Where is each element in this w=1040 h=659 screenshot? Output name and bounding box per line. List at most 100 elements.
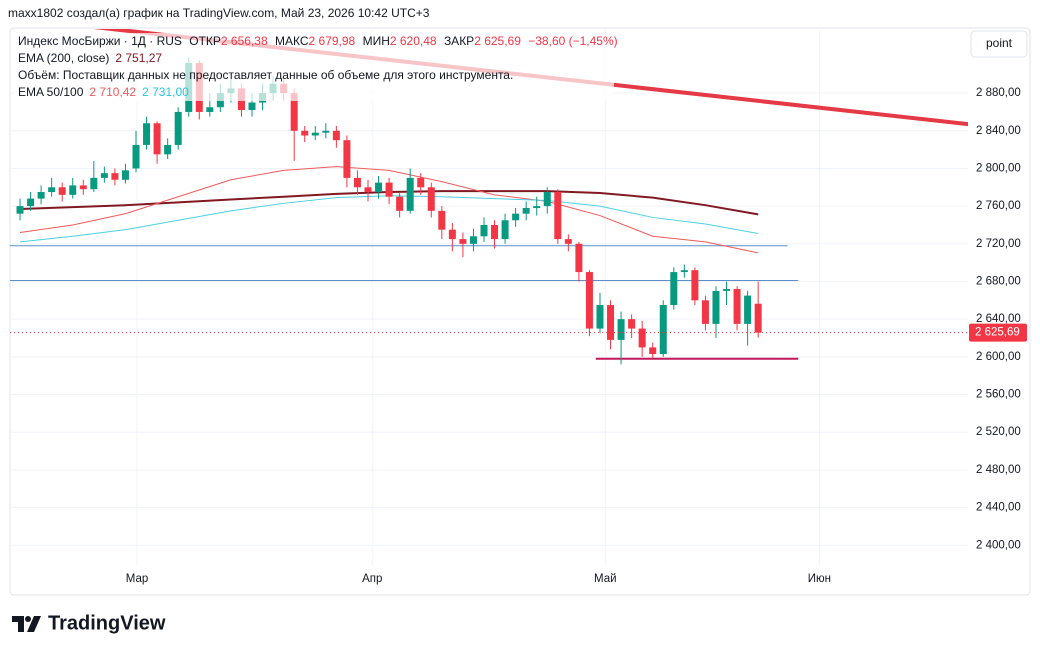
- candle-body: [174, 111, 182, 145]
- candle-body: [153, 123, 161, 155]
- candle-body: [164, 144, 172, 155]
- candle-body: [290, 93, 298, 131]
- candle-body: [143, 123, 151, 145]
- change: −38,60 (−1,45%): [528, 34, 617, 48]
- frame: [9, 27, 1031, 596]
- candle-body: [48, 187, 56, 193]
- candle-body: [670, 272, 678, 306]
- y-tick-label: 2 880,00: [976, 87, 1021, 99]
- candle-body: [680, 270, 688, 273]
- candle-body: [90, 177, 98, 190]
- candle-body: [206, 107, 214, 112]
- instrument: Индекс МосБиржи · 1Д · RUS: [18, 34, 182, 48]
- legend: Индекс МосБиржи · 1Д · RUS ОТКР2 656,38 …: [14, 33, 618, 101]
- point-button-label[interactable]: point: [986, 36, 1013, 50]
- point-button[interactable]: [970, 30, 1028, 58]
- candle-body: [332, 130, 340, 141]
- candle-body: [585, 272, 593, 329]
- y-tick-label: 2 680,00: [976, 276, 1021, 288]
- candle-body: [353, 177, 361, 188]
- candle-body: [754, 303, 762, 333]
- candle-body: [448, 229, 456, 240]
- legend-bg: [14, 33, 614, 101]
- y-tick-label: 2 640,00: [976, 313, 1021, 325]
- field-value: 2 625,69: [474, 34, 521, 48]
- candle-body: [543, 192, 551, 207]
- ema-legend: EMA 50/100 2 710,42 2 731,00: [18, 85, 189, 99]
- logo-icon: [12, 616, 41, 632]
- candle-body: [16, 206, 24, 214]
- x-tick-label: Мар: [126, 573, 149, 585]
- last-price-label: 2 625,69: [975, 327, 1020, 339]
- candle-body: [564, 239, 572, 244]
- candle-body: [628, 319, 636, 329]
- candle-body: [512, 213, 520, 221]
- series-value: 2 731,00: [142, 85, 189, 99]
- candle-body: [491, 224, 499, 240]
- candle-body: [58, 187, 66, 195]
- header: maxx1802 создал(а) график на TradingView…: [8, 6, 430, 20]
- candle-body: [469, 236, 477, 244]
- ema-line: [19, 166, 759, 254]
- y-tick-label: 2 800,00: [976, 162, 1021, 174]
- candle-body: [533, 206, 541, 209]
- y-tick-label: 2 720,00: [976, 238, 1021, 250]
- ema200-legend: EMA (200, close) 2 751,27: [18, 51, 162, 65]
- candle-body: [406, 177, 414, 211]
- y-tick-label: 2 520,00: [976, 426, 1021, 438]
- series-name: EMA (200, close): [18, 51, 109, 65]
- candle-body: [480, 224, 488, 237]
- axes: 2 400,00 2 440,00 2 480,00 2 520,00 2 560,00…: [126, 87, 1027, 585]
- field-label: МИН: [363, 34, 390, 48]
- candle-body: [701, 300, 709, 324]
- candle-body: [27, 198, 35, 207]
- candle-body: [132, 144, 140, 169]
- y-tick-label: 2 400,00: [976, 539, 1021, 551]
- candle-body: [69, 185, 77, 195]
- candle-body: [723, 289, 731, 291]
- candle-body: [343, 140, 351, 178]
- logo: TradingView: [12, 612, 166, 634]
- candle-body: [596, 305, 604, 329]
- candle-body: [417, 177, 425, 188]
- series-value: 2 751,27: [115, 51, 162, 65]
- field-label: ЗАКР: [444, 34, 474, 48]
- field-value: 2 620,48: [390, 34, 437, 48]
- candle-body: [364, 187, 372, 193]
- candle-body: [501, 220, 509, 240]
- candle-body: [322, 130, 330, 133]
- y-tick-label: 2 760,00: [976, 200, 1021, 212]
- candle-body: [459, 239, 467, 244]
- candle-body: [733, 289, 741, 324]
- candle-body: [617, 319, 625, 340]
- candle-body: [659, 305, 667, 355]
- candle-body: [607, 305, 615, 340]
- candle-body: [121, 170, 129, 180]
- candle-body: [438, 210, 446, 230]
- candle-body: [744, 295, 752, 324]
- y-tick-label: 2 480,00: [976, 464, 1021, 476]
- y-tick-label: 2 440,00: [976, 502, 1021, 514]
- candle-body: [427, 187, 435, 211]
- y-tick-label: 2 840,00: [976, 125, 1021, 137]
- candle-body: [375, 182, 383, 193]
- field-value: 2 679,98: [309, 34, 356, 48]
- candle-body: [385, 182, 393, 197]
- candle-body: [248, 102, 256, 111]
- series-value: 2 710,42: [89, 85, 136, 99]
- candle-body: [554, 192, 562, 240]
- candle-body: [575, 243, 583, 273]
- candle-body: [649, 347, 657, 355]
- series-name: EMA 50/100: [18, 85, 84, 99]
- candle-body: [691, 270, 699, 301]
- candle-body: [522, 208, 530, 214]
- field-value: 2 656,38: [221, 34, 268, 48]
- y-tick-label: 2 560,00: [976, 389, 1021, 401]
- candle-body: [111, 173, 119, 180]
- x-tick-label: Май: [594, 573, 617, 585]
- candle-body: [396, 196, 404, 211]
- x-tick-label: Апр: [362, 573, 382, 585]
- candle-body: [638, 328, 646, 348]
- grid: [10, 30, 968, 565]
